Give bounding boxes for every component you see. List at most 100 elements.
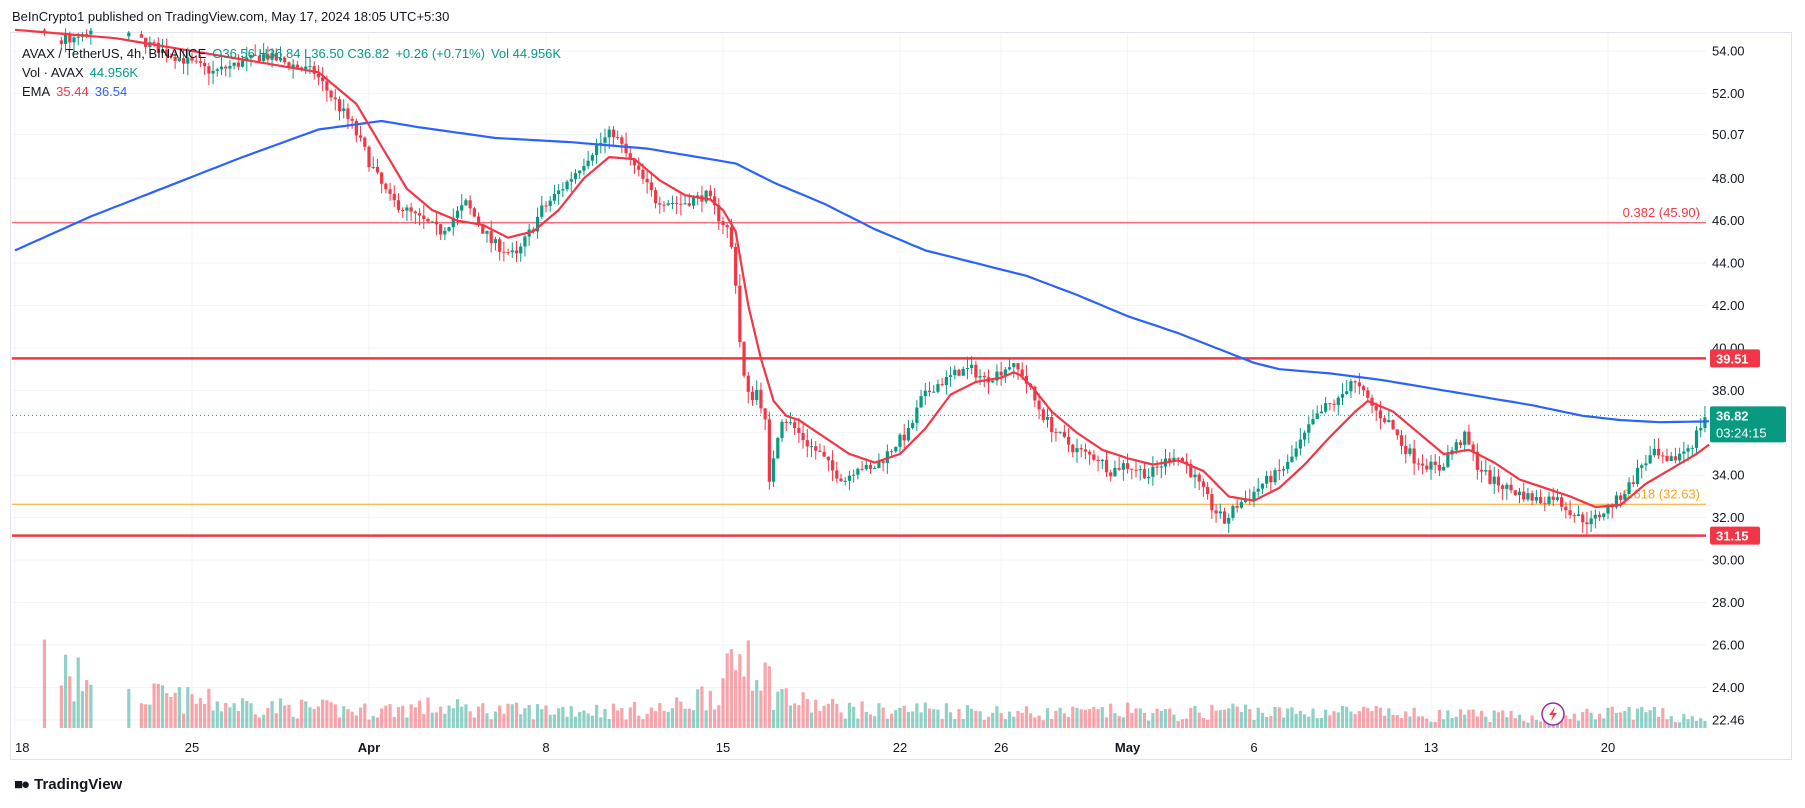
candle-body[interactable] [679,203,683,205]
candle-body[interactable] [236,62,240,67]
candle-body[interactable] [510,250,514,253]
candle-body[interactable] [160,49,165,53]
candle-body[interactable] [995,371,999,381]
candle-body[interactable] [1661,455,1665,457]
candle-body[interactable] [649,182,653,191]
candle-body[interactable] [1349,381,1353,392]
candle-body[interactable] [1378,410,1383,419]
candle-body[interactable] [1269,475,1273,483]
candle-body[interactable] [1016,363,1020,370]
candle-body[interactable] [1210,494,1214,511]
candle-body[interactable] [590,155,594,161]
candle-body[interactable] [434,221,439,225]
candle-body[interactable] [961,368,965,376]
candle-body[interactable] [1673,456,1678,461]
candle-body[interactable] [1522,491,1526,500]
candle-body[interactable] [750,391,755,400]
candle-body[interactable] [826,456,830,461]
candle-body[interactable] [455,210,460,218]
candle-body[interactable] [1572,515,1576,517]
candle-body[interactable] [1328,403,1332,405]
candle-body[interactable] [1256,488,1260,492]
candle-body[interactable] [447,227,451,231]
candle-body[interactable] [1071,444,1075,453]
candle-body[interactable] [1037,400,1041,410]
candle-body[interactable] [1206,486,1210,495]
candle-body[interactable] [607,129,611,138]
candles[interactable] [42,27,1707,536]
candle-body[interactable] [523,236,527,247]
candle-body[interactable] [371,166,375,168]
candle-body[interactable] [203,62,207,67]
candle-body[interactable] [670,202,675,204]
candle-body[interactable] [1104,459,1109,473]
candle-body[interactable] [190,57,194,61]
candle-body[interactable] [1513,490,1517,496]
chart-frame[interactable] [10,32,1792,760]
candle-body[interactable] [1644,463,1648,466]
candle-body[interactable] [1560,497,1564,507]
candle-body[interactable] [287,62,291,68]
candle-body[interactable] [565,181,569,190]
candle-body[interactable] [156,42,160,53]
candle-body[interactable] [1484,470,1488,472]
candle-body[interactable] [877,461,881,468]
candle-body[interactable] [1678,453,1682,461]
candle-body[interactable] [1699,427,1703,431]
candle-body[interactable] [1113,467,1117,477]
candle-body[interactable] [1012,363,1016,368]
candle-body[interactable] [691,197,696,206]
candle-body[interactable] [439,224,443,235]
candle-body[interactable] [1652,448,1656,456]
candle-body[interactable] [1286,461,1290,470]
candle-body[interactable] [1062,431,1066,437]
candle-body[interactable] [1517,491,1522,496]
candle-body[interactable] [729,227,734,247]
candle-body[interactable] [1606,505,1610,514]
candle-body[interactable] [1703,417,1707,428]
candle-body[interactable] [329,90,333,98]
candle-body[interactable] [1395,429,1399,436]
candle-body[interactable] [809,446,814,448]
candle-body[interactable] [999,371,1003,376]
candle-body[interactable] [173,56,177,61]
candle-body[interactable] [1125,463,1130,469]
candle-body[interactable] [687,203,691,206]
candle-body[interactable] [1408,448,1412,455]
candle-body[interactable] [1602,513,1606,518]
candle-body[interactable] [653,190,658,204]
candle-body[interactable] [948,375,953,377]
candle-body[interactable] [1138,469,1142,471]
tradingview-logo[interactable]: ■● TradingView [14,776,122,793]
candle-body[interactable] [658,203,662,205]
candle-body[interactable] [1526,493,1530,500]
candle-body[interactable] [186,57,190,64]
candle-body[interactable] [616,137,620,139]
candle-body[interactable] [1433,461,1437,465]
candle-body[interactable] [468,200,472,209]
candle-body[interactable] [1003,369,1007,376]
candle-body[interactable] [68,34,72,43]
ema-label[interactable]: EMA [22,84,51,99]
candle-body[interactable] [342,108,346,112]
candle-body[interactable] [784,421,788,423]
candle-body[interactable] [1669,456,1673,462]
candle-body[interactable] [426,219,430,222]
candle-body[interactable] [1446,454,1450,467]
candle-body[interactable] [1442,466,1446,471]
candle-body[interactable] [1092,454,1096,460]
candle-body[interactable] [1218,511,1222,514]
candle-body[interactable] [852,474,856,476]
candle-body[interactable] [1585,522,1589,525]
candle-body[interactable] [1404,445,1408,455]
candle-body[interactable] [940,384,944,386]
candle-body[interactable] [1311,419,1315,425]
candle-body[interactable] [422,215,426,220]
candle-body[interactable] [1420,463,1425,466]
candle-body[interactable] [1589,518,1593,525]
candle-body[interactable] [1083,449,1088,452]
candle-body[interactable] [569,179,573,182]
candle-body[interactable] [814,446,818,451]
candle-body[interactable] [915,407,919,423]
candle-body[interactable] [388,189,392,194]
